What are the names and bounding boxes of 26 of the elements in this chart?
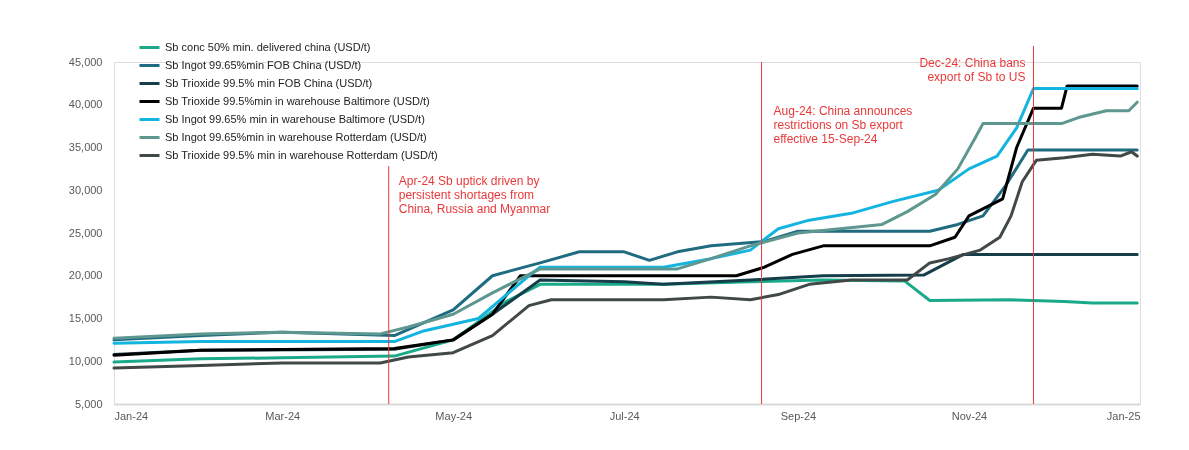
x-tick-label: Mar-24: [265, 409, 301, 422]
y-tick-label: 25,000: [68, 226, 103, 239]
y-tick-label: 5,000: [74, 397, 103, 410]
x-tick-label: Jan-25: [1106, 409, 1141, 422]
ref-line-label: Apr-24 Sb uptick driven by persistent shortages from China, Russia and Myanmar: [398, 174, 551, 216]
y-tick-label: 10,000: [68, 354, 103, 367]
ref-line-label: Dec-24: China bans export of Sb to US: [919, 56, 1026, 84]
y-tick-label: 45,000: [68, 55, 103, 68]
y-tick-label: 20,000: [68, 269, 103, 282]
y-tick-label: 30,000: [68, 183, 103, 196]
x-tick-label: May-24: [435, 409, 473, 422]
legend-label: Sb Trioxide 99.5%min in warehouse Baltimore (USD/t): [165, 94, 430, 107]
x-tick-label: Jan-24: [114, 409, 149, 422]
y-tick-label: 40,000: [68, 98, 103, 111]
legend-label: Sb Trioxide 99.5% min FOB China (USD/t): [165, 76, 373, 89]
y-tick-label: 15,000: [68, 312, 103, 324]
x-tick-label: Jul-24: [609, 409, 640, 422]
ref-line-label: Aug-24: China announces restrictions on Sb export effective 15-Sep-24: [773, 104, 913, 146]
x-tick-label: Nov-24: [951, 409, 988, 422]
x-tick-label: Sep-24: [780, 409, 817, 422]
legend-label: Sb Ingot 99.65% min in warehouse Baltimore (USD/t): [165, 112, 425, 125]
y-tick-label: 35,000: [68, 141, 103, 153]
legend-label: Sb Ingot 99.65%min in warehouse Rotterdam (USD/t): [165, 130, 427, 143]
legend-label: Sb conc 50% min. delivered china (USD/t): [165, 40, 371, 53]
legend-label: Sb Ingot 99.65%min FOB China (USD/t): [165, 58, 362, 71]
legend-label: Sb Trioxide 99.5% min in warehouse Rotterdam (USD/t): [165, 148, 438, 161]
